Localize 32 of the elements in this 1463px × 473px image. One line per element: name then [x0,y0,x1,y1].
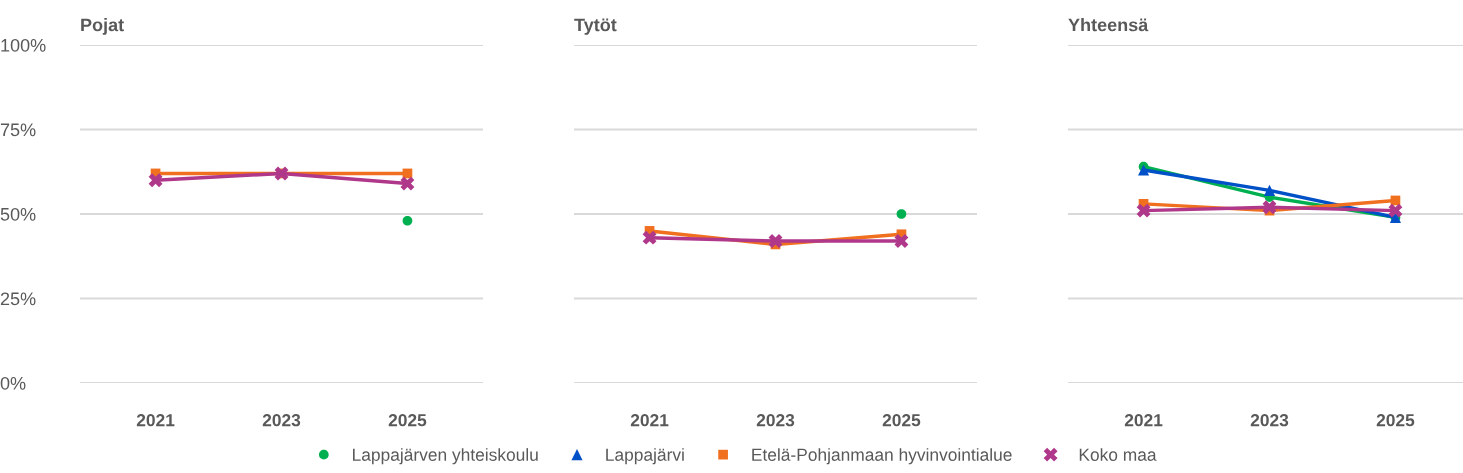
x-tick-label: 2021 [136,414,175,427]
x-tick-label: 2025 [1376,414,1415,427]
x-tick-label: 2023 [262,414,301,427]
point [402,215,413,226]
x-tick-label: 2023 [1250,414,1289,427]
x-tick-label: 2025 [388,414,427,427]
y-tick-label: 50% [0,207,36,221]
legend-label: Koko maa [1079,448,1157,461]
point [148,173,163,188]
legend-label: Etelä-Pohjanmaan hyvinvointialue [752,448,1012,465]
point [400,176,415,191]
x-tick-label: 2021 [630,414,669,427]
y-tick-label: 0% [0,376,26,390]
point [768,234,783,248]
point [1138,164,1150,176]
point [1263,184,1276,196]
x-tick-label: 2025 [882,414,921,427]
chart-title: Tytöt [574,18,617,35]
legend-label: Lappajärven yhteiskoulu [353,448,538,465]
point [642,230,657,245]
y-tick-label: 25% [0,292,36,306]
point [1388,203,1403,218]
chart-title: Pojat [81,18,124,35]
x-tick-label: 2021 [1124,414,1163,427]
point [1262,200,1277,215]
x-tick-label: 2023 [756,414,795,427]
point [894,234,909,248]
y-tick-label: 75% [0,123,36,137]
chart-title: Yhteensä [1068,18,1149,32]
y-tick-label: 100% [1,38,46,52]
point [1136,203,1151,218]
legend-label: Lappajärvi [606,448,684,465]
